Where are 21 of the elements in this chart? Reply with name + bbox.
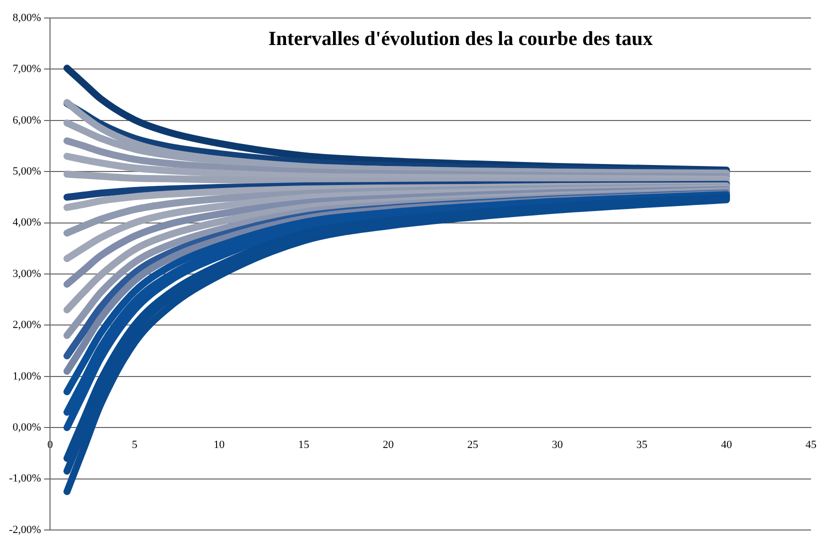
x-tick-label: 40	[720, 439, 732, 452]
y-tick-label: 0,00%	[12, 421, 42, 434]
x-tick-label: 30	[552, 439, 564, 452]
y-tick-label: -2,00%	[9, 524, 42, 536]
x-tick-label: 5	[132, 439, 138, 452]
x-tick-label: 45	[806, 439, 817, 452]
x-tick-label: 20	[382, 439, 394, 452]
y-tick-label: 7,00%	[12, 63, 42, 76]
y-tick-label: 6,00%	[12, 114, 42, 126]
y-tick-label: -1,00%	[9, 472, 42, 485]
y-tick-label: 8,00%	[12, 12, 42, 24]
x-tick-label: 35	[636, 439, 648, 452]
x-tick-label: 10	[214, 439, 226, 452]
x-tick-label: 25	[467, 439, 479, 452]
y-tick-label: 5,00%	[12, 165, 42, 178]
text: Intervalles d'évolution des la courbe des taux	[268, 28, 653, 50]
y-tick-label: 3,00%	[12, 268, 42, 280]
x-tick-label: 15	[298, 439, 310, 452]
y-tick-label: 4,00%	[12, 216, 42, 229]
y-tick-label: 1,00%	[12, 370, 42, 382]
y-tick-label: 2,00%	[12, 319, 42, 332]
